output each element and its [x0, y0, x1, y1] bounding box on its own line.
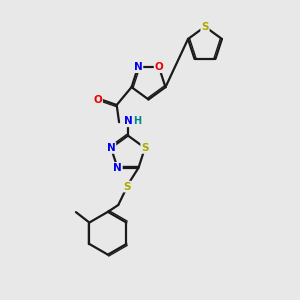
Text: N: N [107, 143, 116, 153]
Text: N: N [134, 62, 142, 72]
Text: O: O [93, 94, 102, 105]
Text: N: N [113, 163, 122, 173]
Text: S: S [141, 143, 149, 153]
Text: H: H [134, 116, 142, 126]
Text: N: N [124, 116, 132, 126]
Text: S: S [201, 22, 209, 32]
Text: S: S [123, 182, 131, 192]
Text: O: O [154, 62, 164, 72]
